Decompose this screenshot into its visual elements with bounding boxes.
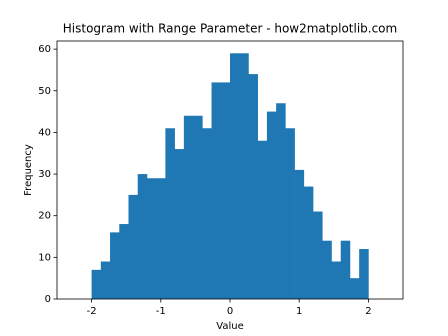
bar: [239, 53, 249, 300]
bar: [285, 128, 295, 299]
bar: [303, 186, 314, 299]
bar: [174, 149, 185, 299]
bar: [322, 240, 332, 299]
bar: [248, 74, 258, 300]
bar: [266, 111, 277, 300]
bar: [156, 178, 166, 299]
y-axis-label: Frequency: [23, 144, 34, 196]
bar: [257, 140, 268, 299]
y-tick-label: 60: [38, 44, 51, 55]
bar: [340, 240, 351, 299]
bar: [294, 169, 305, 299]
y-tick-label: 50: [38, 86, 51, 97]
bar: [100, 261, 111, 299]
bar: [91, 269, 102, 299]
x-tick-label: -1: [156, 306, 166, 317]
y-tick-label: 20: [38, 211, 51, 222]
bar: [276, 103, 286, 299]
bar: [193, 115, 203, 299]
x-tick-label: -2: [87, 306, 97, 317]
bar: [313, 211, 323, 299]
bar: [110, 232, 120, 299]
bar: [137, 174, 148, 299]
bar: [165, 128, 175, 299]
chart-title: Histogram with Range Parameter - how2mat…: [63, 22, 397, 36]
bar: [331, 261, 342, 299]
bar: [119, 224, 129, 299]
x-tick-label: 0: [227, 306, 233, 317]
y-tick-label: 10: [38, 252, 51, 263]
bar: [230, 53, 240, 300]
bar: [128, 194, 139, 299]
bar: [211, 82, 222, 299]
y-tick-label: 40: [38, 127, 51, 138]
x-tick-label: 2: [365, 306, 371, 317]
x-tick-label: 1: [296, 306, 302, 317]
x-axis-label: Value: [216, 321, 243, 332]
bar: [146, 178, 157, 299]
bar: [202, 128, 212, 299]
bar: [359, 249, 369, 299]
y-tick-label: 30: [38, 169, 51, 180]
bar: [183, 115, 194, 299]
bar: [220, 82, 231, 299]
bar: [349, 278, 360, 299]
y-tick-label: 0: [45, 294, 51, 305]
